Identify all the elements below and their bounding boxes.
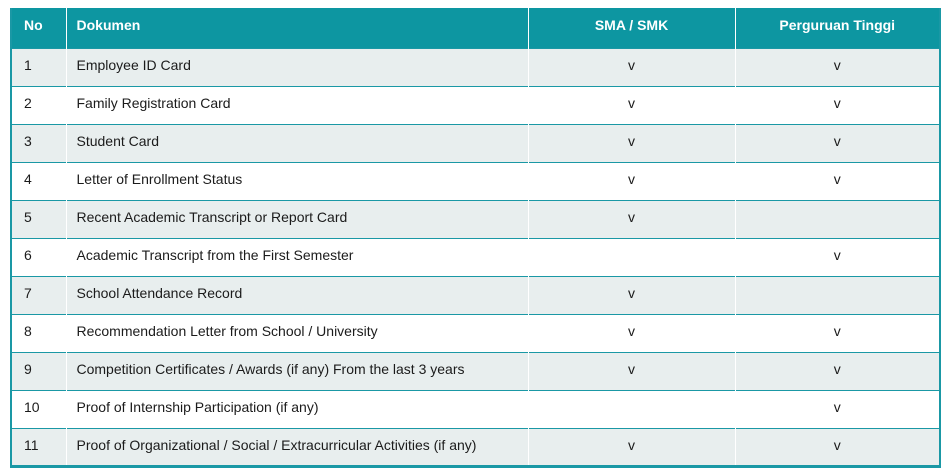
row-number-cell: 4 <box>11 162 66 200</box>
perguruan-tinggi-check-cell <box>734 200 940 238</box>
row-number-cell: 9 <box>11 352 66 390</box>
perguruan-tinggi-check-cell: v <box>734 390 940 428</box>
document-name-cell: Recommendation Letter from School / Univ… <box>65 314 528 352</box>
row-number-cell: 2 <box>11 86 66 124</box>
document-name-cell: Academic Transcript from the First Semes… <box>65 238 528 276</box>
document-name-cell: Recent Academic Transcript or Report Car… <box>65 200 528 238</box>
document-name-cell: Employee ID Card <box>65 48 528 86</box>
table-row: 6 Academic Transcript from the First Sem… <box>11 238 940 276</box>
perguruan-tinggi-check-cell: v <box>734 162 940 200</box>
document-name-cell: Student Card <box>65 124 528 162</box>
perguruan-tinggi-check-cell: v <box>734 428 940 466</box>
sma-smk-check-cell: v <box>527 352 735 390</box>
row-number-cell: 10 <box>11 390 66 428</box>
document-requirements-table: No Dokumen SMA / SMK Perguruan Tinggi 1 … <box>10 8 941 468</box>
table-row: 8 Recommendation Letter from School / Un… <box>11 314 940 352</box>
row-number-cell: 7 <box>11 276 66 314</box>
perguruan-tinggi-check-cell: v <box>734 48 940 86</box>
table-row: 3 Student Card v v <box>11 124 940 162</box>
sma-smk-check-cell: v <box>527 124 735 162</box>
table-row: 7 School Attendance Record v <box>11 276 940 314</box>
table-row: 9 Competition Certificates / Awards (if … <box>11 352 940 390</box>
table-row: 10 Proof of Internship Participation (if… <box>11 390 940 428</box>
table-row: 5 Recent Academic Transcript or Report C… <box>11 200 940 238</box>
perguruan-tinggi-check-cell <box>734 276 940 314</box>
sma-smk-check-cell: v <box>527 48 735 86</box>
document-name-cell: School Attendance Record <box>65 276 528 314</box>
perguruan-tinggi-check-cell: v <box>734 352 940 390</box>
sma-smk-check-cell: v <box>527 428 735 466</box>
row-number-cell: 8 <box>11 314 66 352</box>
document-requirements-table-wrap: No Dokumen SMA / SMK Perguruan Tinggi 1 … <box>10 8 941 468</box>
sma-smk-check-cell: v <box>527 276 735 314</box>
column-header-no: No <box>11 8 66 48</box>
column-header-sma-smk: SMA / SMK <box>527 8 735 48</box>
header-row: No Dokumen SMA / SMK Perguruan Tinggi <box>11 8 940 48</box>
document-name-cell: Family Registration Card <box>65 86 528 124</box>
sma-smk-check-cell <box>527 238 735 276</box>
sma-smk-check-cell: v <box>527 314 735 352</box>
table-row: 4 Letter of Enrollment Status v v <box>11 162 940 200</box>
document-name-cell: Proof of Internship Participation (if an… <box>65 390 528 428</box>
row-number-cell: 3 <box>11 124 66 162</box>
document-name-cell: Letter of Enrollment Status <box>65 162 528 200</box>
document-name-cell: Proof of Organizational / Social / Extra… <box>65 428 528 466</box>
row-number-cell: 6 <box>11 238 66 276</box>
column-header-dokumen: Dokumen <box>65 8 528 48</box>
column-header-perguruan-tinggi: Perguruan Tinggi <box>734 8 940 48</box>
table-row: 11 Proof of Organizational / Social / Ex… <box>11 428 940 466</box>
sma-smk-check-cell <box>527 390 735 428</box>
sma-smk-check-cell: v <box>527 200 735 238</box>
table-body: 1 Employee ID Card v v 2 Family Registra… <box>11 48 940 466</box>
document-name-cell: Competition Certificates / Awards (if an… <box>65 352 528 390</box>
table-header: No Dokumen SMA / SMK Perguruan Tinggi <box>11 8 940 48</box>
row-number-cell: 1 <box>11 48 66 86</box>
row-number-cell: 11 <box>11 428 66 466</box>
sma-smk-check-cell: v <box>527 162 735 200</box>
row-number-cell: 5 <box>11 200 66 238</box>
table-row: 1 Employee ID Card v v <box>11 48 940 86</box>
perguruan-tinggi-check-cell: v <box>734 86 940 124</box>
sma-smk-check-cell: v <box>527 86 735 124</box>
perguruan-tinggi-check-cell: v <box>734 124 940 162</box>
perguruan-tinggi-check-cell: v <box>734 238 940 276</box>
table-row: 2 Family Registration Card v v <box>11 86 940 124</box>
perguruan-tinggi-check-cell: v <box>734 314 940 352</box>
